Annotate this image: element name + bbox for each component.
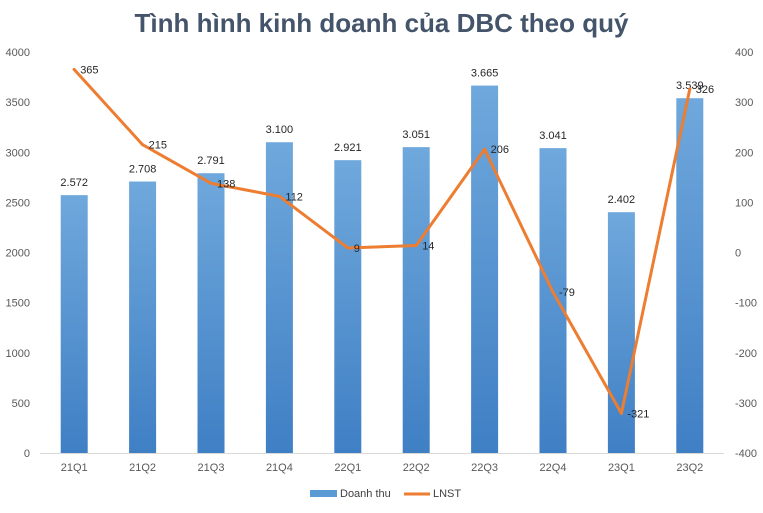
x-tick-label: 23Q2 — [676, 462, 703, 474]
x-tick-label: 22Q3 — [471, 462, 498, 474]
x-tick-label: 21Q3 — [198, 462, 225, 474]
y-right-tick-label: 200 — [735, 147, 753, 159]
line-data-label: 112 — [285, 191, 303, 203]
chart-title: Tình hình kinh doanh của DBC theo quý — [134, 8, 629, 38]
bar-data-label: 3.051 — [402, 129, 430, 141]
y-left-tick-label: 0 — [24, 448, 30, 460]
legend-label-doanh-thu: Doanh thu — [340, 488, 391, 500]
y-left-tick-label: 500 — [12, 398, 30, 410]
bar-data-label: 2.921 — [334, 142, 362, 154]
legend-label-lnst: LNST — [433, 488, 461, 500]
x-tick-label: 21Q4 — [266, 462, 293, 474]
y-right-tick-label: -200 — [735, 348, 757, 360]
line-point-lnst — [346, 246, 350, 250]
line-data-label: 206 — [491, 144, 509, 156]
x-tick-label: 21Q1 — [61, 462, 88, 474]
y-left-tick-label: 3000 — [6, 147, 30, 159]
line-point-lnst — [619, 411, 623, 415]
line-point-lnst — [209, 181, 213, 185]
y-left-tick-label: 3500 — [6, 97, 30, 109]
y-left-tick-label: 1500 — [6, 298, 30, 310]
y-right-tick-label: -100 — [735, 298, 757, 310]
bar-doanh-thu — [471, 85, 499, 454]
y-left-tick-label: 4000 — [6, 47, 30, 59]
line-point-lnst — [414, 243, 418, 247]
line-data-label: -321 — [627, 408, 649, 420]
bar-doanh-thu — [129, 181, 157, 453]
line-point-lnst — [277, 194, 281, 198]
line-point-lnst — [551, 290, 555, 294]
x-tick-label: 22Q1 — [334, 462, 361, 474]
x-tick-label: 22Q4 — [540, 462, 567, 474]
y-right-tick-label: -400 — [735, 448, 757, 460]
bar-doanh-thu — [539, 148, 567, 453]
line-point-lnst — [72, 68, 76, 72]
line-point-lnst — [483, 147, 487, 151]
bar-doanh-thu — [676, 98, 704, 454]
line-point-lnst — [688, 87, 692, 91]
y-right-tick-label: 300 — [735, 97, 753, 109]
bar-data-label: 3.041 — [539, 130, 567, 142]
bar-data-label: 3.100 — [266, 124, 294, 136]
x-tick-label: 21Q2 — [129, 462, 156, 474]
bar-doanh-thu — [60, 195, 88, 454]
line-point-lnst — [141, 143, 145, 147]
line-data-label: 138 — [217, 178, 235, 190]
x-tick-label: 22Q2 — [403, 462, 430, 474]
bar-doanh-thu — [334, 160, 362, 454]
y-left-tick-label: 2500 — [6, 197, 30, 209]
bar-doanh-thu — [265, 142, 293, 453]
y-right-tick-label: 100 — [735, 197, 753, 209]
x-tick-label: 23Q1 — [608, 462, 635, 474]
line-data-label: 365 — [80, 65, 98, 77]
line-data-label: 326 — [696, 84, 714, 96]
line-data-label: 9 — [354, 243, 360, 255]
line-data-label: 215 — [149, 140, 167, 152]
line-lnst — [72, 68, 692, 415]
line-data-label: 14 — [422, 240, 434, 252]
line-data-label: -79 — [559, 287, 575, 299]
bar-data-label: 2.572 — [60, 177, 88, 189]
bar-doanh-thu — [402, 147, 430, 453]
legend-swatch-doanh-thu — [310, 490, 337, 497]
y-left-tick-label: 2000 — [6, 248, 30, 260]
bar-doanh-thu — [197, 173, 225, 453]
bar-data-label: 3.665 — [471, 68, 499, 80]
bar-data-label: 2.402 — [608, 194, 636, 206]
y-left-tick-label: 1000 — [6, 348, 30, 360]
bar-data-label: 2.791 — [197, 155, 225, 167]
bar-data-label: 2.708 — [129, 164, 157, 176]
y-right-tick-label: -300 — [735, 398, 757, 410]
y-right-tick-label: 400 — [735, 47, 753, 59]
bar-data-label: 3.539 — [676, 80, 704, 92]
y-right-tick-label: 0 — [735, 248, 741, 260]
